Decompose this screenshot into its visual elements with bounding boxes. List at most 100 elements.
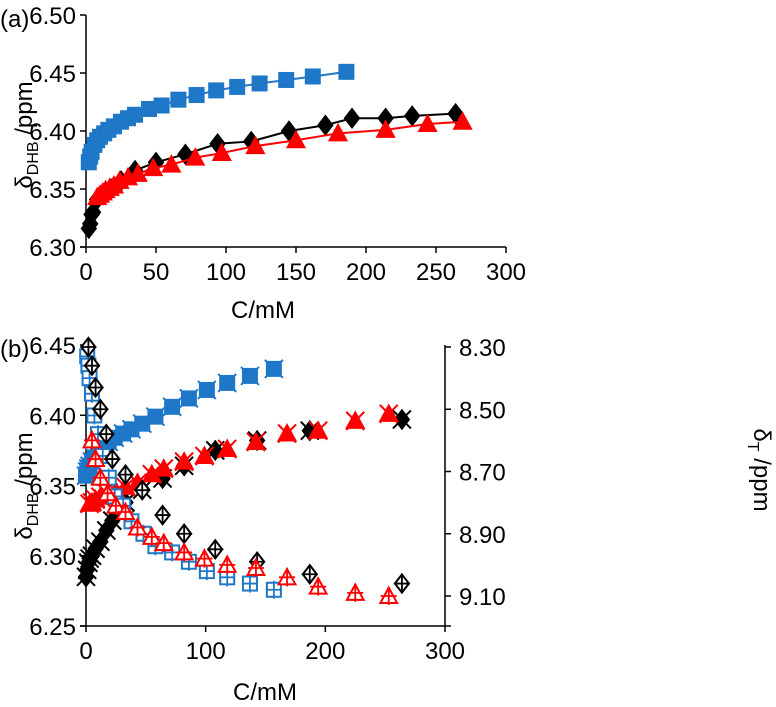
y2-tick-label: 8.50 <box>459 397 506 424</box>
cross-marker <box>277 423 297 444</box>
cross-marker <box>194 446 215 466</box>
cross-marker <box>174 451 194 472</box>
cross-marker <box>217 439 237 459</box>
panel-a: (a) C/mM δDHB /ppm 0 50 100 150 200 250 300 6.3… <box>0 3 526 324</box>
x-tick-label: 200 <box>346 259 386 286</box>
cross-marker <box>197 380 217 400</box>
plus-marker <box>301 565 318 584</box>
plus-marker <box>104 450 121 469</box>
panel-a-ylabel: δDHB /ppm <box>11 81 42 188</box>
panel-b-xlabel: C/mM <box>233 679 297 706</box>
plus-marker <box>207 540 224 559</box>
plus-marker <box>117 502 134 521</box>
square-marker <box>170 91 187 108</box>
plus-marker <box>176 543 193 562</box>
triangle-marker <box>161 154 182 173</box>
plus-marker <box>99 484 116 503</box>
plus-marker <box>83 431 100 450</box>
y2-tick-label: 9.10 <box>459 584 506 611</box>
cross-marker <box>345 411 365 431</box>
square-marker <box>251 75 268 92</box>
plus-marker <box>265 580 282 599</box>
y-tick-label: 6.40 <box>29 119 76 146</box>
plus-marker <box>92 400 109 419</box>
plus-marker <box>196 549 213 568</box>
triangle-marker <box>417 113 438 133</box>
y-tick-label: 6.45 <box>29 61 76 88</box>
square-marker <box>208 82 225 99</box>
square-marker <box>338 63 355 80</box>
plus-marker <box>154 506 171 525</box>
triangle-marker <box>375 119 396 138</box>
cross-marker <box>142 464 162 484</box>
y-tick-label: 6.30 <box>29 235 76 262</box>
cross-marker <box>379 404 399 424</box>
panel-b-label: (b) <box>0 336 29 363</box>
series-red-open-triangles-right- <box>81 429 399 605</box>
panel-b: (b) C/mM δDHB /ppm δT /ppm 0 100 200 300 6.2… <box>0 333 775 706</box>
plus-marker <box>380 587 397 605</box>
panel-b-y2label: δT /ppm <box>744 428 775 511</box>
plus-marker <box>393 574 410 593</box>
triangle-marker <box>245 135 266 155</box>
y-tick-label: 6.35 <box>29 474 76 501</box>
cross-marker <box>179 388 199 409</box>
x-tick-label: 0 <box>79 638 92 665</box>
y-tick-label: 6.45 <box>29 333 76 360</box>
square-marker <box>304 68 321 85</box>
diamond-marker <box>280 120 298 142</box>
panel-a-xlabel: C/mM <box>231 297 295 324</box>
series-black-open-diamonds-right- <box>80 336 411 595</box>
cross-marker <box>308 420 328 441</box>
triangle-marker <box>211 142 232 162</box>
plus-marker <box>247 558 264 577</box>
y-tick-label: 6.25 <box>29 614 76 641</box>
panel-b-ylabel: δDHB /ppm <box>11 432 42 539</box>
diamond-marker <box>403 105 421 127</box>
x-tick-label: 150 <box>276 259 316 286</box>
y-tick-label: 6.40 <box>29 403 76 430</box>
plus-marker <box>98 425 115 444</box>
triangle-marker <box>185 147 206 166</box>
square-marker <box>127 106 143 123</box>
square-marker <box>188 87 205 104</box>
series-red-triangles <box>87 111 473 206</box>
square-marker <box>278 71 295 88</box>
x-tick-label: 200 <box>305 638 345 665</box>
plus-marker <box>347 583 364 602</box>
x-tick-label: 300 <box>425 638 465 665</box>
cross-marker <box>162 397 182 417</box>
cross-marker <box>154 458 174 479</box>
series-blue-squares <box>80 63 355 171</box>
plus-marker <box>83 356 100 375</box>
diamond-marker <box>343 107 361 129</box>
panel-a-label: (a) <box>0 6 29 33</box>
triangle-marker <box>452 111 473 130</box>
triangle-marker <box>127 163 148 182</box>
plus-marker <box>129 518 146 537</box>
cross-marker <box>246 432 266 452</box>
triangle-marker <box>285 129 307 149</box>
y2-tick-label: 8.90 <box>459 522 506 549</box>
plus-marker <box>176 524 193 543</box>
triangle-marker <box>327 122 349 142</box>
plus-marker <box>87 450 104 469</box>
square-marker <box>153 97 170 114</box>
y2-tick-label: 8.30 <box>459 335 506 362</box>
cross-marker <box>145 406 166 427</box>
y2-tick-label: 8.70 <box>459 460 506 487</box>
y-tick-label: 6.30 <box>29 544 76 571</box>
plus-marker <box>87 378 104 397</box>
plus-marker <box>155 534 172 553</box>
plus-marker <box>143 527 160 546</box>
plus-marker <box>107 496 124 515</box>
plus-marker <box>219 555 236 574</box>
plus-marker <box>134 481 151 500</box>
plus-marker <box>80 338 97 356</box>
cross-marker <box>240 366 260 386</box>
cross-marker <box>217 373 237 393</box>
plus-marker <box>92 468 109 487</box>
y-tick-label: 6.35 <box>29 177 76 204</box>
plus-marker <box>241 574 258 593</box>
